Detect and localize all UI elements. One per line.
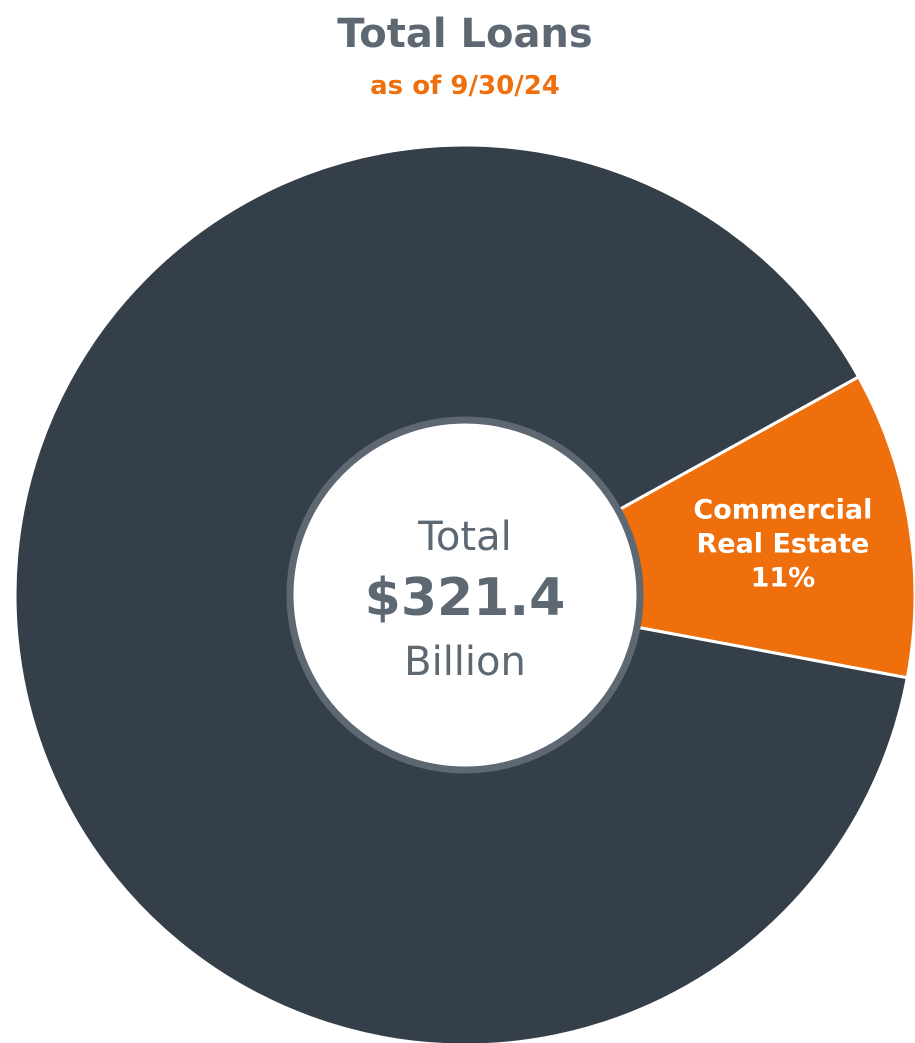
center-label-bottom: Billion [404,639,526,685]
pie-slice-labels: Commercial Real Estate 11% [693,495,872,594]
slice-label-line: Commercial [693,495,872,526]
slice-label-0: Commercial Real Estate 11% [693,495,872,594]
chart-subtitle: as of 9/30/24 [370,71,560,101]
center-label-top: Total [417,514,511,560]
slice-label-line: 11% [751,563,816,594]
slice-label-line: Real Estate [696,529,869,560]
chart-title: Total Loans [337,11,593,57]
center-circle [286,416,644,774]
center-total-value: $321.4 [365,568,566,628]
